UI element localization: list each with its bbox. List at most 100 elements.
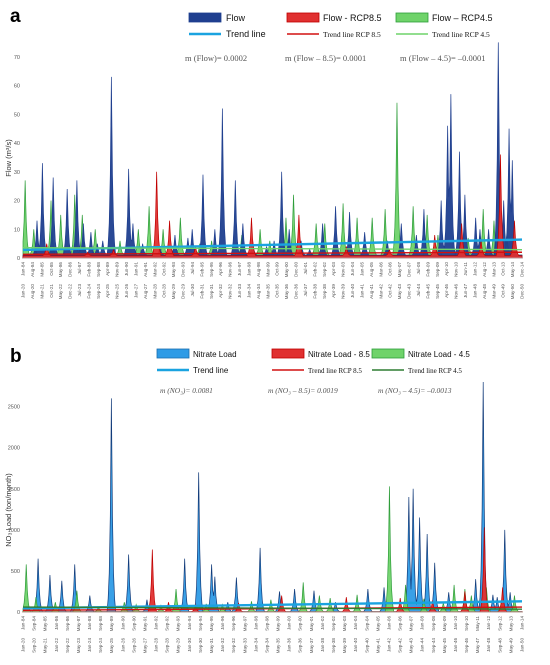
panel-b-x-tick-23: May-99 [276, 616, 281, 632]
panel-b-x-tick-12: Jan-92 [154, 616, 159, 630]
panel-b-x-tick-lower-28: Sep-38 [331, 638, 336, 653]
panel-a-x-tick-lower-52: May-50 [510, 284, 515, 300]
panel-a-x-tick-33: Apr-03 [331, 262, 336, 276]
panel-b-x-tick-lower-7: Sep-24 [98, 638, 103, 653]
panel-a-x-tick-lower-10: Nov-25 [115, 284, 120, 299]
panel-b-x-tick-21: Jan-98 [253, 616, 258, 630]
panel-b-x-tick-lower-22: Sep-34 [264, 638, 269, 653]
panel-b-x-tick-31: Sep-04 [364, 616, 369, 631]
panel-a-x-tick-lower-44: Sep-45 [435, 284, 440, 299]
panel-a-x-tick-34: Nov-03 [341, 262, 346, 277]
panel-b-x-tick-lower-36: Jan-44 [420, 638, 425, 652]
panel-a-y-tick-4: 40 [14, 141, 20, 147]
legend-b-label-nitrate: Nitrate Load [193, 350, 237, 359]
panel-a-x-tick-40: May-07 [397, 262, 402, 278]
panel-b-x-tick-8: May-89 [109, 616, 114, 632]
panel-b-y-tick-4: 2000 [8, 446, 20, 452]
panel-b-plot-area [22, 381, 523, 613]
panel-a-x-tick-26: Mar-99 [265, 262, 270, 277]
panel-a-x-tick-lower-5: Dec-22 [68, 284, 73, 299]
panel-a-x-tick-28: May-00 [284, 262, 289, 278]
panel-b-x-tick-lower-17: May-31 [209, 638, 214, 654]
panel-a-x-tick-lower-50: Mar-49 [491, 284, 496, 299]
panel-b-x-tick-lower-25: Sep-36 [298, 638, 303, 653]
panel-b-x-tick-lower-24: Jan-36 [287, 638, 292, 652]
panel-b-x-tick-45: Jan-14 [520, 616, 525, 630]
panel-b-x-tick-29: May-03 [342, 616, 347, 632]
panel-a-x-tick-27: Oct-99 [275, 262, 280, 276]
panel-a-x-tick-41: Dec-07 [407, 262, 412, 277]
panel-b-x-tick-39: Jan-10 [453, 616, 458, 630]
legend-b-label-trend45: Trend line RCP 4.5 [408, 367, 462, 375]
panel-a-slope-rcp85: m (Flow – 8.5)= 0.0001 [285, 53, 366, 63]
panel-b-series-nitrate-load-4-5 [22, 486, 523, 613]
panel-b-x-tick-37: Sep-08 [431, 616, 436, 631]
panel-a-x-tick-30: Jul-01 [303, 262, 308, 275]
panel-a-x-tick-23: Jun-97 [237, 262, 242, 276]
panel-a-x-tick-lower-0: Jan-20 [21, 284, 26, 298]
panel-a-x-tick-4: May-86 [58, 262, 63, 278]
panel-a-x-tick-35: Jun-04 [350, 262, 355, 276]
panel-a-x-tick-lower-40: May-43 [397, 284, 402, 300]
panel-a-x-tick-lower-24: Jan-34 [246, 284, 251, 298]
panel-a-x-tick-lower-42: Jul-44 [416, 284, 421, 297]
panel-a-x-tick-lower-46: Nov-46 [454, 284, 459, 299]
panel-a-x-tick-2: Mar-85 [39, 262, 44, 277]
legend-a-label-rcp85: Flow - RCP8.5 [323, 13, 382, 23]
panel-a-x-tick-lower-27: Oct-35 [275, 284, 280, 298]
panel-b-x-tick-43: Sep-12 [497, 616, 502, 631]
panel-a-x-tick-lower-9: Apr-25 [105, 284, 110, 298]
panel-b-series-nitrate-load [22, 381, 523, 613]
legend-a-swatch-rcp45 [395, 12, 429, 23]
panel-b-x-tick-41: May-11 [475, 616, 480, 631]
panel-b-x-tick-lower-23: May-35 [276, 638, 281, 654]
panel-a-x-tick-lower-19: Feb-31 [199, 284, 204, 299]
panel-b-x-tick-26: May-01 [309, 616, 314, 632]
panel-a-x-tick-lower-35: Jun-40 [350, 284, 355, 298]
panel-a-x-tick-lower-33: Apr-39 [331, 284, 336, 298]
legend-a-label-trend: Trend line [226, 29, 266, 39]
panel-a-x-tick-lower-30: Jul-37 [303, 284, 308, 297]
panel-a-x-tick-22: Nov-96 [228, 262, 233, 277]
panel-a-x-tick-lower-15: Oct-28 [162, 284, 167, 298]
panel-a-letter: a [10, 6, 21, 27]
panel-a-x-tick-lower-34: Nov-39 [341, 284, 346, 299]
panel-a-x-tick-lower-37: Aug-41 [369, 284, 374, 299]
panel-a-x-tick-47: Jun-11 [463, 262, 468, 276]
panel-b-slope-rcp45: m (NO₃ – 4.5)= –0.0013 [378, 386, 452, 395]
panel-a-y-tick-1: 10 [14, 227, 20, 233]
panel-b-x-tick-lower-14: May-29 [176, 638, 181, 654]
panel-b-y-tick-5: 2500 [8, 405, 20, 411]
panel-b-trend-line-2 [22, 606, 523, 610]
legend-b-swatch-rcp85 [271, 348, 305, 359]
panel-b-x-tick-lower-38: May-45 [442, 638, 447, 654]
panel-b-x-tick-lower-33: Jan-42 [386, 638, 391, 652]
panel-b-x-tick-lower-32: May-41 [375, 638, 380, 654]
panel-a-x-tick-lower-25: Aug-34 [256, 284, 261, 299]
panel-a-x-tick-lower-1: Aug-20 [30, 284, 35, 299]
panel-b-x-tick-4: Sep-86 [65, 616, 70, 631]
panel-a-x-tick-44: Sep-09 [435, 262, 440, 277]
panel-a-y-tick-0: 0 [17, 256, 20, 262]
panel-b-x-tick-15: Jan-94 [187, 616, 192, 630]
panel-b-x-tick-lower-27: Jan-38 [320, 638, 325, 652]
panel-b-x-tick-lower-9: Jan-26 [120, 638, 125, 652]
panel-a-x-tick-1: Aug-84 [30, 262, 35, 277]
panel-a-x-tick-lower-13: Aug-27 [143, 284, 148, 299]
panel-a-x-tick-38: Mar-06 [378, 262, 383, 277]
panel-b-x-tick-lower-13: Sep-28 [165, 638, 170, 653]
panel-b-y-tick-1: 500 [11, 569, 20, 575]
panel-b-x-tick-lower-31: Sep-40 [364, 638, 369, 653]
legend-b-label-trend: Trend line [193, 366, 229, 375]
panel-b-x-tick-lower-0: Jan-20 [21, 638, 26, 652]
panel-a-x-tick-8: Sep-88 [96, 262, 101, 277]
panel-b-x-tick-lower-20: May-33 [242, 638, 247, 654]
panel-a-x-tick-lower-26: Mar-35 [265, 284, 270, 299]
legend-b-swatch-rcp45 [371, 348, 405, 359]
panel-b-x-tick-lower-3: Jan-22 [54, 638, 59, 652]
panel-b-x-tick-9: Jan-90 [120, 616, 125, 630]
panel-b-x-tick-18: Jan-96 [220, 616, 225, 630]
panel-b-x-tick-lower-42: Jan-48 [486, 638, 491, 652]
panel-a-x-tick-46: Nov-10 [454, 262, 459, 277]
